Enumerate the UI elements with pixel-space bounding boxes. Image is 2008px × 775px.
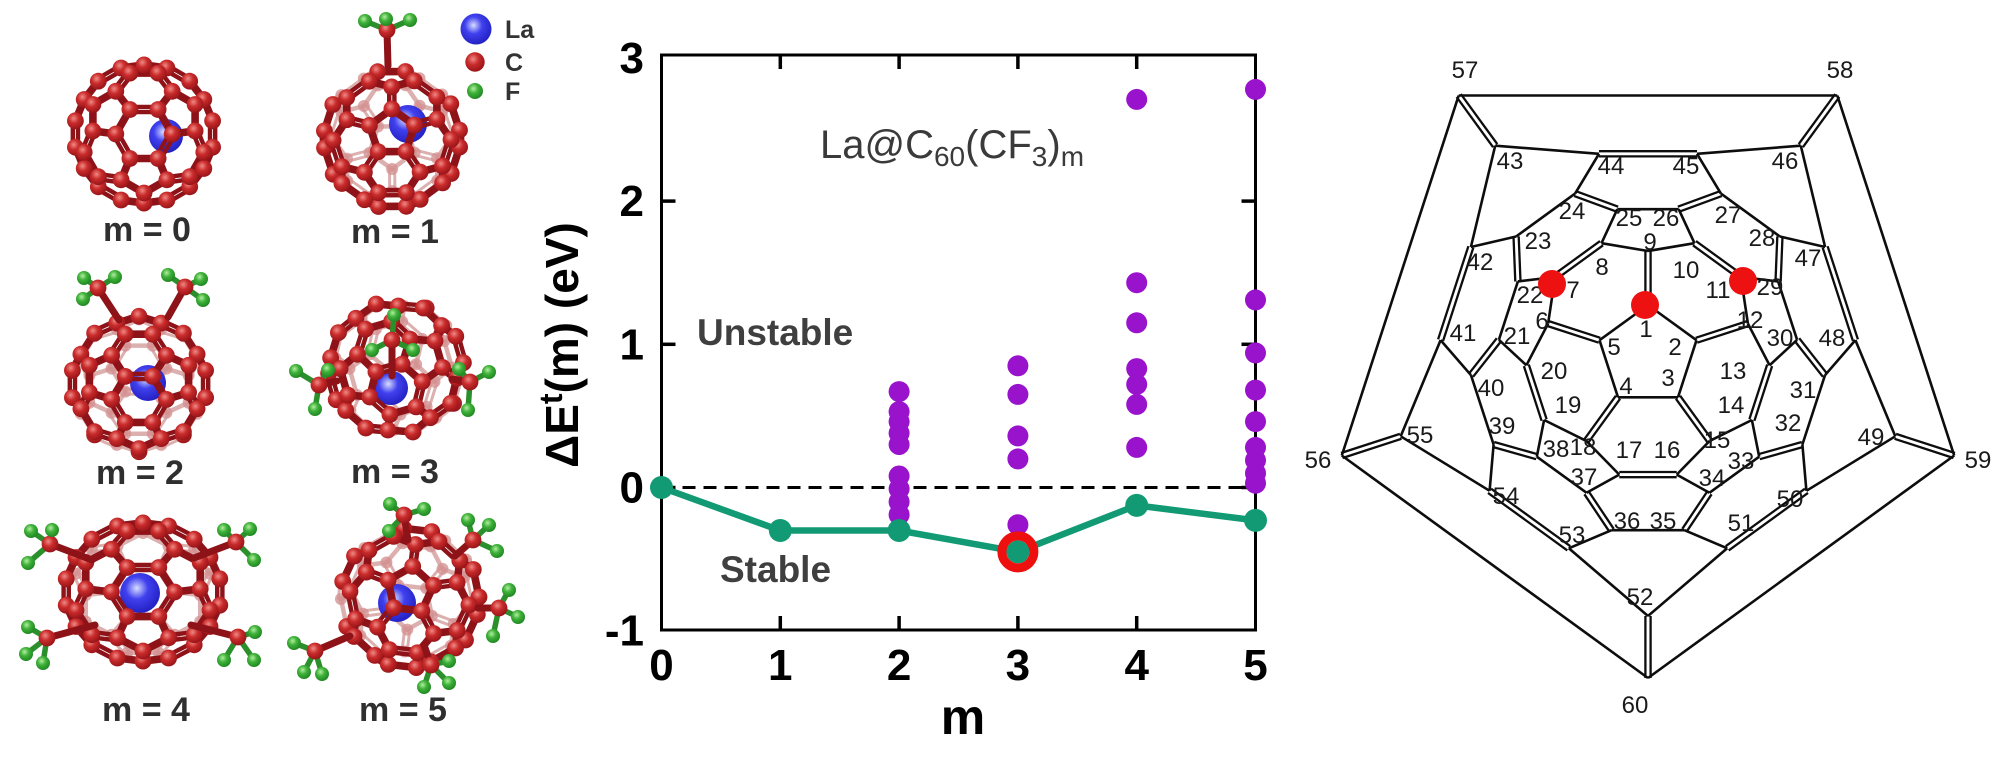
svg-text:0: 0 [620,464,644,513]
svg-text:21: 21 [1504,323,1531,350]
svg-text:60: 60 [1622,692,1649,719]
svg-text:41: 41 [1450,320,1477,347]
svg-text:8: 8 [1595,254,1608,281]
svg-text:52: 52 [1627,584,1654,611]
svg-text:58: 58 [1827,57,1854,84]
svg-text:20: 20 [1541,358,1568,385]
svg-text:m = 3: m = 3 [351,453,439,491]
svg-text:1: 1 [768,641,792,690]
svg-text:6: 6 [1535,308,1548,335]
svg-text:42: 42 [1467,249,1494,276]
svg-text:Stable: Stable [720,549,831,590]
svg-text:50: 50 [1777,486,1804,513]
svg-text:45: 45 [1673,153,1700,180]
svg-text:1: 1 [1639,316,1652,343]
svg-text:12: 12 [1737,307,1764,334]
svg-text:m: m [941,689,985,745]
svg-text:3: 3 [620,34,644,83]
svg-text:m = 4: m = 4 [102,691,190,729]
svg-text:44: 44 [1598,153,1625,180]
svg-text:26: 26 [1653,205,1680,232]
svg-text:4: 4 [1619,373,1632,400]
svg-text:59: 59 [1965,447,1992,474]
svg-text:La: La [505,16,535,44]
svg-text:57: 57 [1452,57,1479,84]
svg-text:55: 55 [1407,422,1434,449]
svg-text:5: 5 [1243,641,1267,690]
svg-text:C: C [505,49,523,77]
svg-text:34: 34 [1699,465,1726,492]
svg-text:3: 3 [1661,365,1674,392]
svg-text:30: 30 [1767,325,1794,352]
svg-text:32: 32 [1775,410,1802,437]
svg-text:18: 18 [1570,434,1597,461]
svg-text:m = 1: m = 1 [351,213,439,251]
svg-text:0: 0 [649,641,673,690]
svg-text:40: 40 [1478,375,1505,402]
svg-text:7: 7 [1566,277,1579,304]
svg-text:49: 49 [1858,424,1885,451]
svg-text:24: 24 [1559,198,1586,225]
svg-text:51: 51 [1728,510,1755,537]
svg-text:38: 38 [1543,436,1570,463]
svg-text:m = 0: m = 0 [103,211,191,249]
svg-text:36: 36 [1614,508,1641,535]
svg-text:16: 16 [1654,437,1681,464]
svg-text:39: 39 [1489,413,1516,440]
svg-text:17: 17 [1616,437,1643,464]
svg-text:14: 14 [1718,392,1745,419]
svg-text:33: 33 [1728,448,1755,475]
svg-text:56: 56 [1305,447,1332,474]
svg-text:53: 53 [1559,522,1586,549]
svg-text:2: 2 [887,641,911,690]
svg-text:43: 43 [1497,148,1524,175]
svg-text:2: 2 [1668,334,1681,361]
svg-text:Unstable: Unstable [697,312,853,353]
svg-text:1: 1 [620,320,644,369]
svg-text:ΔEt(m) (eV): ΔEt(m) (eV) [533,222,588,468]
svg-text:11: 11 [1706,277,1731,304]
svg-text:3: 3 [1006,641,1030,690]
svg-text:5: 5 [1607,334,1620,361]
svg-text:37: 37 [1571,464,1598,491]
svg-text:2: 2 [620,177,644,226]
svg-text:54: 54 [1493,483,1520,510]
svg-text:15: 15 [1704,427,1731,454]
svg-text:29: 29 [1757,274,1784,301]
svg-text:48: 48 [1819,325,1846,352]
svg-text:35: 35 [1650,508,1677,535]
svg-text:19: 19 [1555,392,1582,419]
svg-text:46: 46 [1772,148,1799,175]
svg-text:9: 9 [1643,229,1656,256]
svg-text:27: 27 [1715,202,1742,229]
svg-text:13: 13 [1720,358,1747,385]
svg-text:23: 23 [1525,228,1552,255]
svg-text:31: 31 [1790,377,1817,404]
svg-text:-1: -1 [605,607,644,656]
svg-text:10: 10 [1673,257,1700,284]
svg-text:25: 25 [1616,205,1643,232]
svg-text:28: 28 [1749,225,1776,252]
svg-text:47: 47 [1795,245,1822,272]
svg-text:F: F [505,78,520,106]
svg-text:m = 2: m = 2 [96,454,184,492]
svg-text:m = 5: m = 5 [359,691,447,729]
svg-text:4: 4 [1124,641,1149,690]
